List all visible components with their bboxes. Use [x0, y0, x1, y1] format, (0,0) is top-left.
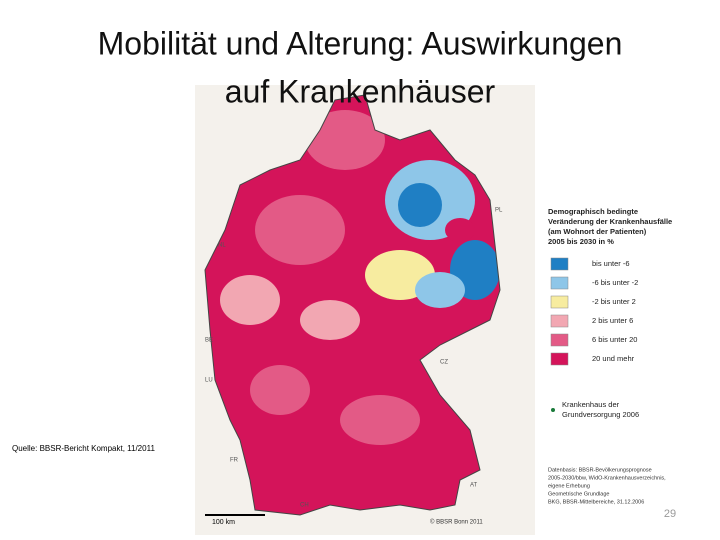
data-basis: Datenbasis: BBSR-Bevölkerungsprognose	[548, 467, 652, 473]
title-line: auf Krankenhäuser	[225, 73, 496, 109]
legend-label: 2 bis unter 6	[592, 316, 633, 325]
country-label: CH	[300, 503, 309, 509]
region	[445, 218, 475, 242]
legend-label: bis unter -6	[592, 259, 630, 268]
region	[300, 300, 360, 340]
scale-label: 100 km	[212, 519, 235, 526]
legend-label: -6 bis unter -2	[592, 278, 638, 287]
legend-title: Demographisch bedingte	[548, 207, 638, 216]
region	[415, 272, 465, 308]
country-label: LU	[205, 378, 213, 384]
region	[250, 365, 310, 415]
hospital-label: Krankenhaus der	[562, 400, 620, 409]
region	[340, 395, 420, 445]
source: Quelle: BBSR-Bericht Kompakt, 11/2011	[12, 444, 155, 453]
legend-label: 20 und mehr	[592, 354, 635, 363]
legend-title: Veränderung der Krankenhausfälle	[548, 217, 672, 226]
country-label: PL	[495, 208, 503, 214]
copyright: © BBSR Bonn 2011	[430, 519, 483, 526]
legend-swatch	[550, 276, 569, 290]
legend-label: 6 bis unter 20	[592, 335, 637, 344]
country-label: NL	[218, 243, 226, 249]
legend-swatch	[550, 295, 569, 309]
country-label: BE	[205, 338, 213, 344]
map: 100 km © BBSR Bonn 2011	[195, 85, 535, 535]
data-basis: eigene Erhebung	[548, 483, 590, 489]
hospital-symbol	[551, 408, 555, 412]
border	[204, 94, 501, 516]
region	[255, 195, 345, 265]
country-label: AT	[470, 483, 478, 489]
legend-title: 2005 bis 2030 in %	[548, 237, 614, 246]
data-basis: 2005-2030/bbw, WidO-Krankenhausverzeichn…	[548, 475, 666, 481]
country-label: FR	[230, 458, 239, 464]
country-label: CZ	[440, 360, 448, 366]
title-line: Mobilität und Alterung: Auswirkungen	[98, 25, 623, 61]
region	[305, 110, 385, 170]
legend-swatch	[550, 333, 569, 347]
title: Mobilität und Alterung: Auswirkungen auf …	[98, 25, 623, 109]
page-number: 29	[664, 508, 676, 520]
legend-swatch	[550, 352, 569, 366]
region	[220, 275, 280, 325]
legend-swatch	[550, 257, 569, 271]
data-basis: Geometrische Grundlage	[548, 491, 609, 497]
region	[398, 183, 442, 227]
data-basis: BKG, BBSR-Mittelbereiche, 31.12.2006	[548, 499, 644, 505]
legend-swatch	[550, 314, 569, 328]
legend-title: (am Wohnort der Patienten)	[548, 227, 647, 236]
hospital-label: Grundversorgung 2006	[562, 410, 639, 419]
legend-label: -2 bis unter 2	[592, 297, 636, 306]
